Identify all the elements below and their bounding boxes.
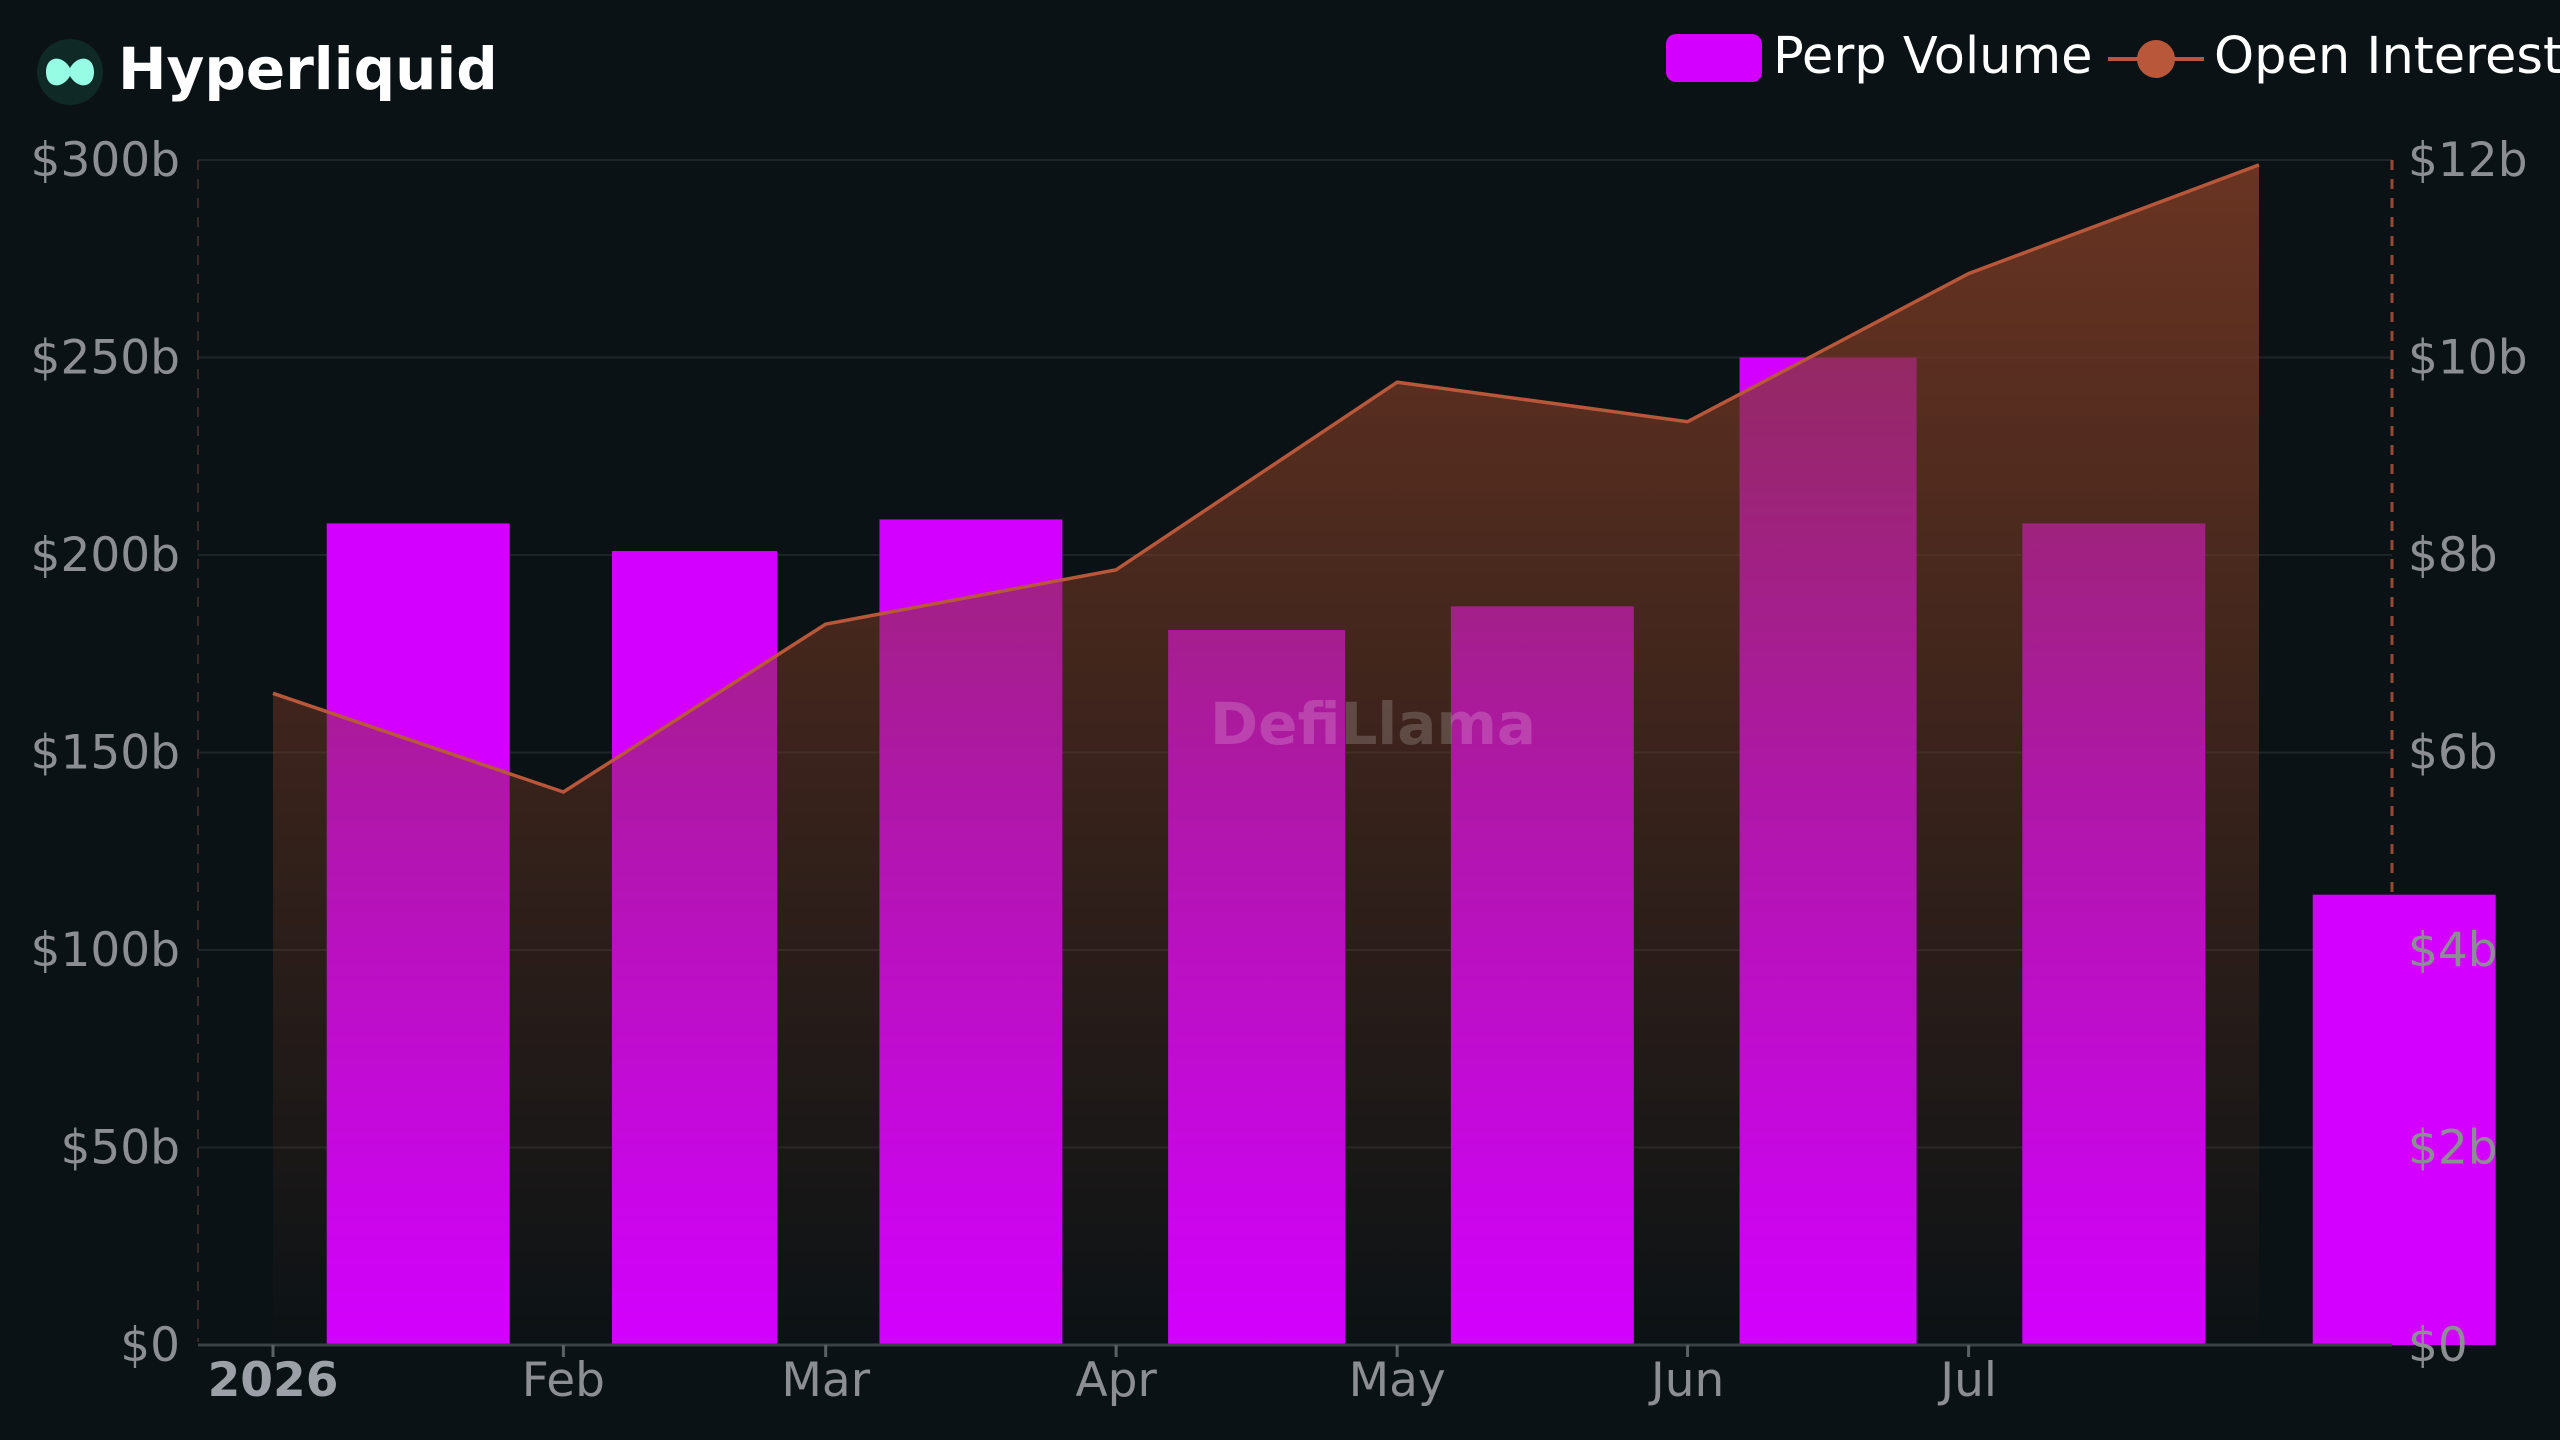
left-y-tick-label: $250b	[31, 331, 180, 386]
left-y-tick-label: $150b	[31, 726, 180, 781]
legend-item-perp-volume[interactable]: Perp Volume	[1666, 27, 2093, 86]
right-y-tick-label: $0	[2408, 1318, 2468, 1373]
right-y-tick-label: $6b	[2408, 726, 2498, 781]
legend-label-open-interest: Open Interest	[2214, 27, 2560, 86]
right-y-tick-label: $4b	[2408, 923, 2498, 978]
open-interest-line	[272, 163, 2260, 794]
x-tick-label: Feb	[522, 1353, 605, 1408]
left-y-tick-label: $100b	[31, 923, 180, 978]
legend-label-perp-volume: Perp Volume	[1773, 27, 2093, 86]
left-y-tick-label: $200b	[31, 528, 180, 583]
legend: Perp Volume Open Interest	[1666, 27, 2560, 86]
x-tick-label: Mar	[781, 1353, 870, 1408]
x-tick-label: Jun	[1648, 1353, 1724, 1408]
open-interest-area	[273, 164, 2259, 1345]
perp-volume-bar[interactable]	[2312, 894, 2496, 1345]
brand-name: Hyperliquid	[118, 35, 498, 103]
left-y-tick-label: $50b	[60, 1121, 180, 1176]
left-axis-ticks: $0 $50b $100b $150b $200b $250b $300b	[31, 133, 180, 1373]
right-y-tick-label: $2b	[2408, 1121, 2498, 1176]
x-tick-label: Apr	[1075, 1353, 1157, 1408]
right-axis-ticks: $0 $2b $4b $6b $8b $10b $12b	[2408, 133, 2528, 1373]
legend-item-open-interest[interactable]: Open Interest	[2108, 27, 2560, 86]
brand-header[interactable]: Hyperliquid	[37, 35, 498, 105]
watermark-text: DefiLlama	[1210, 690, 1536, 758]
right-y-tick-label: $10b	[2408, 331, 2528, 386]
legend-swatch-bar	[1666, 34, 1762, 82]
right-y-tick-label: $8b	[2408, 528, 2498, 583]
hyperliquid-logo-shape	[46, 58, 94, 86]
right-y-tick-label: $12b	[2408, 133, 2528, 188]
left-y-tick-label: $0	[120, 1318, 180, 1373]
x-tick-label: Jul	[1937, 1353, 1997, 1408]
x-axis-ticks: 2026 Feb Mar Apr May Jun Jul	[208, 1345, 1997, 1408]
left-y-tick-label: $300b	[31, 133, 180, 188]
x-tick-label: May	[1349, 1353, 1446, 1408]
x-tick-label: 2026	[208, 1353, 339, 1408]
legend-swatch-dot	[2137, 40, 2175, 78]
